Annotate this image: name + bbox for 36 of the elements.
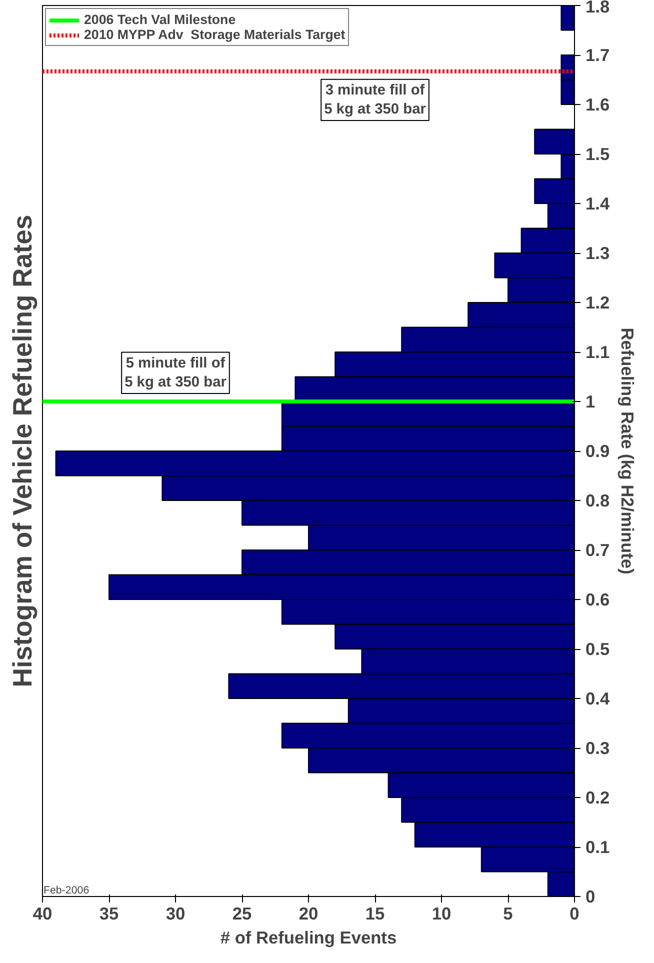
text: Histogram of Vehicle Refueling Rates xyxy=(8,214,38,688)
y-tick-label: 1 xyxy=(586,392,596,412)
legend-label: 2010 MYPP Adv Storage Materials Target xyxy=(84,27,346,42)
y-tick-label: 0.3 xyxy=(586,738,610,758)
y-tick-label: 0.8 xyxy=(586,490,610,510)
y-axis-title: Refueling Rate (kg H2/minute) xyxy=(618,328,638,574)
y-tick-label: 1.6 xyxy=(586,94,610,114)
x-tick-label: 40 xyxy=(32,904,52,924)
y-tick-label: 1.1 xyxy=(586,342,610,362)
y-tick-label: 1.8 xyxy=(586,0,610,16)
y-tick-label: 0.6 xyxy=(586,590,610,610)
x-tick-label: 25 xyxy=(232,904,252,924)
x-tick-label: 5 xyxy=(503,904,514,924)
x-tick-label: 35 xyxy=(99,904,119,924)
y-tick-label: 0 xyxy=(586,886,596,906)
y-tick-label: 0.9 xyxy=(586,441,610,461)
annotation: Feb-2006 xyxy=(44,884,90,896)
x-tick-label: 0 xyxy=(570,904,580,924)
y-tick-label: 0.5 xyxy=(586,639,610,659)
x-tick-label: 30 xyxy=(166,904,186,924)
y-tick-label: 1.4 xyxy=(586,194,610,214)
annotation: 5 minute fill of 5 kg at 350 bar xyxy=(124,355,227,390)
x-tick-label: 20 xyxy=(298,904,318,924)
y-tick-label: 0.1 xyxy=(586,837,610,857)
x-tick-label: 15 xyxy=(365,904,385,924)
y-tick-label: 1.3 xyxy=(586,243,610,263)
legend-label: 2006 Tech Val Milestone xyxy=(84,12,236,27)
y-tick-label: 1.5 xyxy=(586,144,610,164)
annotation: 3 minute fill of 5 kg at 350 bar xyxy=(324,82,426,118)
y-tick-label: 0.4 xyxy=(586,688,610,708)
x-tick-label: 10 xyxy=(432,904,452,924)
y-tick-label: 1.2 xyxy=(586,292,610,312)
x-axis-title: # of Refueling Events xyxy=(220,928,397,948)
y-tick-label: 0.2 xyxy=(586,788,610,808)
y-tick-label: 0.7 xyxy=(586,540,610,560)
y-tick-label: 1.7 xyxy=(586,45,610,65)
